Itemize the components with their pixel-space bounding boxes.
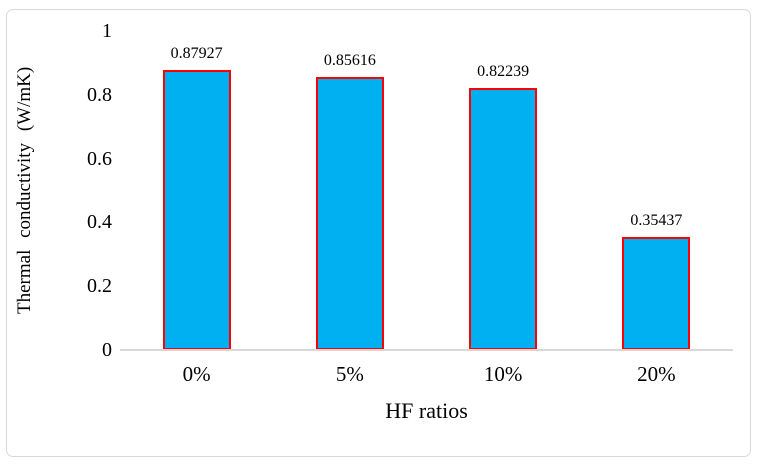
x-category-label: 5% (335, 362, 364, 386)
x-axis-category-labels: 0% 5% 10% 20% (120, 362, 733, 390)
y-tick-label: 0.6 (87, 147, 112, 170)
y-tick-label: 0.4 (87, 211, 112, 234)
bar-5% (315, 76, 384, 350)
plot-area: 0.87927 0.85616 0.82239 0.35437 (120, 0, 733, 350)
bar-10% (469, 87, 538, 350)
x-category-label: 10% (483, 362, 523, 386)
y-axis-tick-labels: 0 0.2 0.4 0.6 0.8 1 (0, 0, 112, 469)
bar-value-label: 0.85616 (323, 51, 376, 69)
y-tick-label: 0.2 (87, 275, 112, 298)
bar-value-label: 0.35437 (630, 211, 683, 229)
bar-value-label: 0.87927 (170, 44, 223, 62)
x-category-label: 20% (637, 362, 676, 386)
x-category-label: 0% (182, 362, 211, 386)
x-axis-line (120, 349, 733, 351)
x-axis-title: HF ratios (385, 398, 468, 423)
bar-0% (162, 69, 231, 350)
bar-20% (622, 236, 691, 350)
y-tick-label: 1 (102, 20, 112, 42)
bar-value-label: 0.82239 (477, 62, 530, 80)
y-tick-label: 0.8 (87, 83, 112, 106)
y-tick-label: 0 (102, 339, 112, 361)
